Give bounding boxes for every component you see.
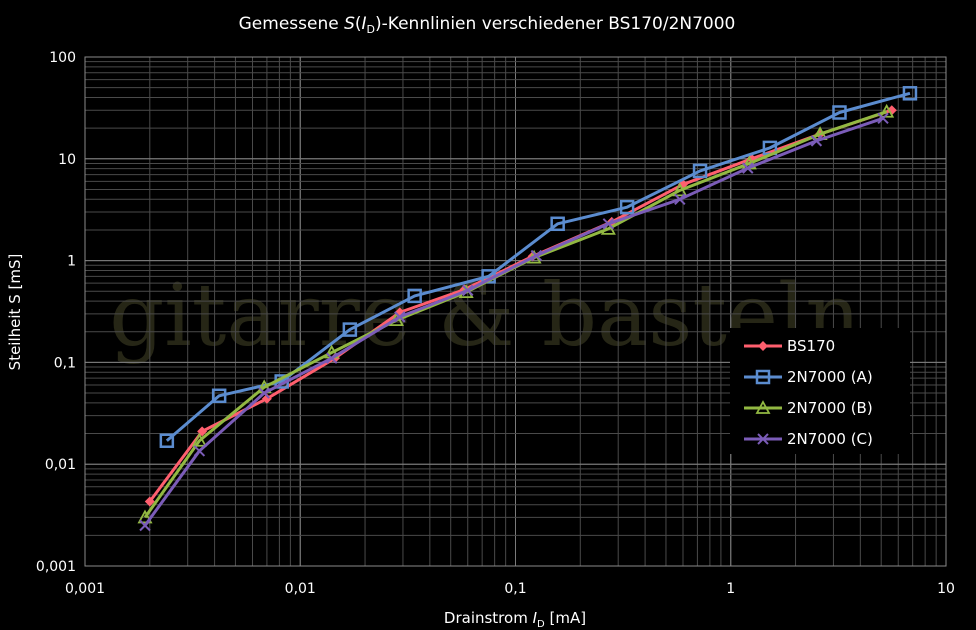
triangle-marker [137, 509, 153, 524]
y-tick-label: 100 [49, 50, 76, 66]
x-marker [742, 162, 754, 174]
chart-title: Gemessene S(ID)-Kennlinien verschiedener… [239, 14, 736, 36]
square-marker [407, 288, 422, 304]
square-marker [902, 86, 918, 101]
square-marker [619, 199, 635, 215]
y-tick-label: 0,001 [36, 559, 76, 575]
x-marker [530, 249, 543, 262]
legend-label: 2N7000 (B) [787, 399, 873, 417]
x-tick-labels: 0,001 0,01 0,1 1 10 [65, 581, 955, 597]
diamond-marker [261, 393, 272, 404]
diamond-marker [886, 105, 897, 116]
y-axis-label: Steilheit S [mS] [6, 254, 24, 371]
x-marker-stroke [810, 135, 823, 147]
x-marker [757, 433, 769, 445]
x-marker-stroke [462, 284, 474, 297]
square-marker [692, 163, 708, 179]
triangle-marker [191, 432, 207, 447]
x-tick-label: 0,1 [504, 581, 526, 597]
x-marker [810, 135, 823, 147]
x-marker-stroke [139, 519, 151, 532]
x-marker-stroke [325, 352, 338, 364]
square-marker [550, 216, 565, 232]
x-marker [193, 445, 206, 457]
legend-label: BS170 [787, 337, 835, 355]
diamond-marker [144, 496, 155, 507]
diamond-marker [758, 341, 768, 351]
x-marker-stroke [757, 433, 769, 445]
x-marker-stroke [394, 311, 406, 323]
x-marker [877, 112, 889, 124]
y-tick-label: 0,01 [45, 457, 76, 473]
square-marker [342, 322, 358, 337]
grid [84, 56, 947, 567]
x-marker [325, 352, 338, 364]
x-marker-stroke [258, 387, 270, 399]
legend-label: 2N7000 (C) [787, 430, 873, 448]
legend-label: 2N7000 (A) [787, 368, 873, 386]
x-marker [139, 519, 151, 532]
series-layer [137, 86, 918, 532]
x-marker [674, 193, 686, 206]
x-marker [462, 284, 474, 297]
x-marker-stroke [877, 112, 889, 124]
y-tick-label: 1 [67, 254, 76, 270]
triangle-marker [672, 182, 688, 197]
x-marker-stroke [530, 249, 543, 262]
x-marker [394, 311, 406, 323]
x-marker-stroke [602, 218, 615, 230]
x-tick-label: 0,01 [285, 581, 316, 597]
y-tick-label: 10 [58, 152, 76, 168]
triangle-marker [755, 400, 771, 414]
y-tick-labels: 0,001 0,01 0,1 1 10 100 [36, 50, 76, 575]
square-marker [755, 369, 771, 385]
legend: BS170 2N7000 (A) 2N7000 (B) 2N7000 (C) [730, 328, 910, 454]
x-marker-stroke [674, 193, 686, 206]
legend-box [730, 328, 910, 454]
x-axis-label: Drainstrom ID [mA] [444, 609, 586, 630]
y-tick-label: 0,1 [54, 355, 76, 371]
x-marker-stroke [193, 445, 206, 457]
plot-frame [84, 56, 947, 567]
square-marker [832, 105, 847, 120]
triangle-marker [879, 103, 895, 118]
series-3 [139, 112, 889, 532]
x-marker [258, 387, 270, 399]
x-marker-stroke [742, 162, 754, 174]
square-marker [159, 433, 175, 448]
square-marker [211, 388, 227, 404]
x-tick-label: 0,001 [65, 581, 105, 597]
x-tick-label: 10 [937, 581, 955, 597]
x-tick-label: 1 [726, 581, 735, 597]
triangle-marker [600, 220, 616, 235]
series-line [143, 116, 884, 527]
x-marker [602, 218, 615, 230]
